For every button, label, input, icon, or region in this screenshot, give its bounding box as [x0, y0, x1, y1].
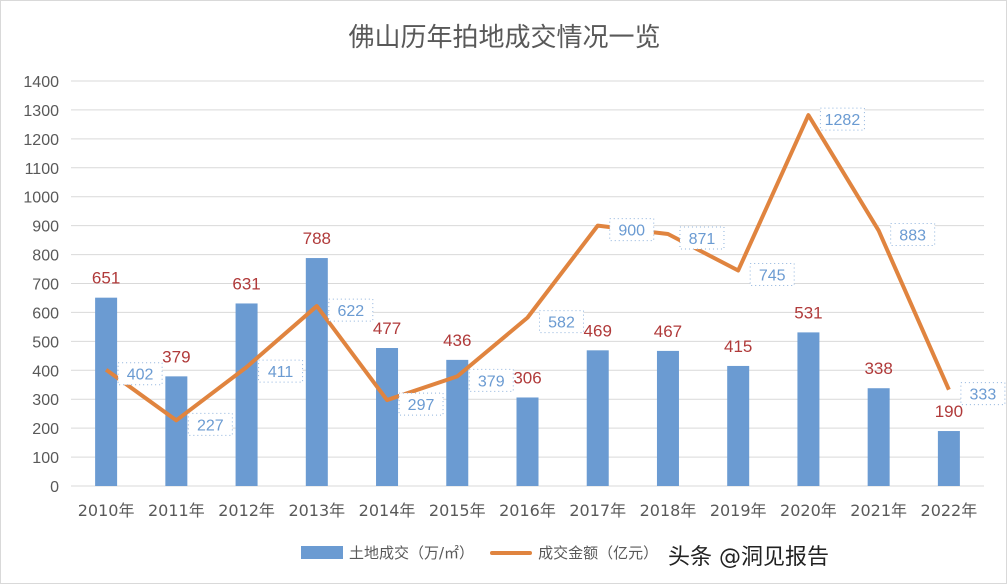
bar [516, 397, 539, 486]
bar-data-label: 651 [92, 269, 120, 288]
line-data-label-box [890, 223, 936, 247]
bar [446, 359, 469, 486]
bar [586, 350, 609, 486]
bar-data-label: 631 [232, 274, 260, 293]
y-tick-label: 300 [32, 392, 59, 409]
line-data-label-box [679, 226, 725, 250]
y-tick-label: 700 [32, 277, 59, 294]
bar [235, 303, 258, 486]
y-tick-label: 0 [50, 479, 59, 496]
line-data-label: 883 [899, 228, 926, 245]
y-tick-label: 500 [32, 334, 59, 351]
x-tick-label: 2020年 [780, 501, 837, 520]
line-data-label: 871 [689, 231, 716, 248]
bar-data-label: 788 [303, 229, 331, 248]
y-tick-label: 1300 [23, 103, 59, 120]
line-data-label: 411 [268, 364, 294, 381]
x-tick-label: 2022年 [921, 501, 978, 520]
line-data-label-box [328, 298, 374, 322]
x-tick-label: 2019年 [710, 501, 767, 520]
line-data-label-box [258, 359, 304, 383]
line-data-label: 402 [127, 367, 154, 384]
line-data-label-box [819, 107, 865, 131]
x-tick-label: 2017年 [569, 501, 626, 520]
bar [867, 388, 890, 486]
y-tick-label: 900 [32, 219, 59, 236]
x-tick-label: 2013年 [288, 501, 345, 520]
line-data-label: 622 [337, 303, 364, 320]
line-data-label-box [117, 362, 163, 386]
bar [727, 365, 750, 486]
y-tick-label: 100 [32, 450, 59, 467]
line-data-label-box [539, 310, 584, 334]
y-tick-label: 1100 [25, 161, 60, 178]
legend: 土地成交（万/㎡） 成交金额（亿元） [301, 542, 658, 563]
bar [165, 376, 188, 486]
bar [656, 350, 679, 486]
x-tick-label: 2010年 [78, 501, 135, 520]
bar-data-label: 469 [584, 321, 612, 340]
x-tick-label: 2018年 [640, 501, 697, 520]
bar-data-label: 338 [864, 359, 892, 378]
line-data-label: 227 [197, 417, 224, 434]
y-tick-label: 1200 [23, 132, 59, 149]
line-data-label-box [398, 392, 444, 416]
line-data-label: 1282 [825, 112, 861, 129]
line-data-label: 379 [478, 373, 505, 390]
bar-data-label: 477 [373, 319, 401, 338]
bar-data-label: 190 [935, 402, 963, 421]
bar-data-label: 436 [443, 331, 471, 350]
line-data-label-box [187, 412, 233, 436]
bar [937, 431, 960, 486]
y-tick-label: 1000 [23, 190, 59, 207]
bar-data-label: 306 [513, 368, 541, 387]
line-data-label: 333 [970, 387, 997, 404]
line-data-label-box [468, 368, 514, 392]
legend-bar-label: 土地成交（万/㎡） [349, 544, 475, 562]
x-tick-label: 2015年 [429, 501, 486, 520]
line-data-label-box [609, 218, 655, 242]
y-tick-label: 600 [32, 305, 59, 322]
line-data-label: 900 [618, 223, 645, 240]
x-tick-label: 2016年 [499, 501, 556, 520]
line-data-label: 297 [408, 397, 435, 414]
bar [305, 258, 328, 486]
x-tick-label: 2014年 [359, 501, 416, 520]
chart-title: 佛山历年拍地成交情况一览 [348, 23, 661, 53]
bar [376, 348, 399, 486]
y-tick-label: 200 [32, 421, 59, 438]
watermark: 头条 @洞见报告 [668, 545, 829, 570]
series-line [104, 113, 951, 423]
legend-line-label: 成交金额（亿元） [538, 544, 659, 562]
bar-data-label: 467 [654, 322, 682, 341]
bar [95, 297, 118, 486]
bar-data-label: 415 [724, 337, 752, 356]
line-data-label-box [960, 382, 1006, 406]
y-tick-label: 400 [32, 363, 59, 380]
x-tick-label: 2021年 [850, 501, 907, 520]
y-tick-label: 800 [32, 248, 59, 265]
y-tick-label: 1400 [23, 74, 59, 91]
x-tick-label: 2011年 [148, 501, 205, 520]
legend-bar-swatch [301, 546, 343, 559]
line-data-label: 745 [759, 267, 786, 284]
line-data-label: 582 [548, 315, 575, 332]
bar [797, 332, 820, 486]
legend-line-swatch [490, 550, 533, 555]
bar-data-label: 531 [794, 303, 822, 322]
line-data-label-box [749, 262, 795, 286]
bar-data-label: 379 [162, 347, 190, 366]
x-tick-label: 2012年 [218, 501, 275, 520]
